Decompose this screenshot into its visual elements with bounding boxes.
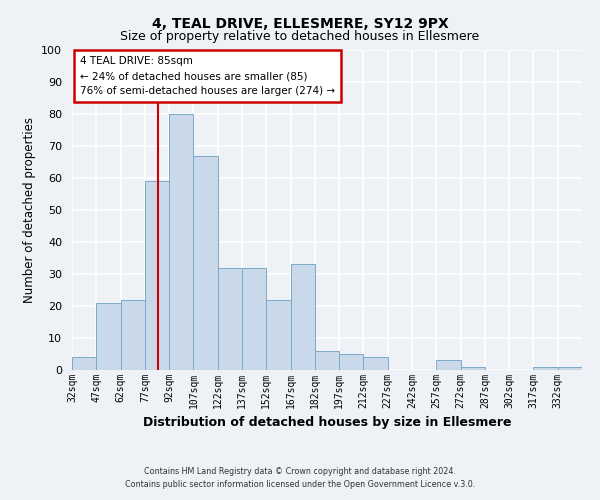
Bar — [121, 300, 145, 370]
Bar — [558, 367, 582, 370]
Bar — [461, 367, 485, 370]
Bar — [436, 360, 461, 370]
Bar — [290, 264, 315, 370]
Bar — [72, 357, 96, 370]
Bar — [533, 367, 558, 370]
Bar — [315, 351, 339, 370]
Text: Size of property relative to detached houses in Ellesmere: Size of property relative to detached ho… — [121, 30, 479, 43]
Text: 4, TEAL DRIVE, ELLESMERE, SY12 9PX: 4, TEAL DRIVE, ELLESMERE, SY12 9PX — [152, 18, 448, 32]
X-axis label: Distribution of detached houses by size in Ellesmere: Distribution of detached houses by size … — [143, 416, 511, 430]
Bar — [96, 303, 121, 370]
Y-axis label: Number of detached properties: Number of detached properties — [23, 117, 36, 303]
Bar — [218, 268, 242, 370]
Bar — [364, 357, 388, 370]
Text: Contains HM Land Registry data © Crown copyright and database right 2024.
Contai: Contains HM Land Registry data © Crown c… — [125, 468, 475, 489]
Bar — [242, 268, 266, 370]
Bar — [193, 156, 218, 370]
Bar — [145, 181, 169, 370]
Text: 4 TEAL DRIVE: 85sqm
← 24% of detached houses are smaller (85)
76% of semi-detach: 4 TEAL DRIVE: 85sqm ← 24% of detached ho… — [80, 56, 335, 96]
Bar — [266, 300, 290, 370]
Bar — [169, 114, 193, 370]
Bar — [339, 354, 364, 370]
